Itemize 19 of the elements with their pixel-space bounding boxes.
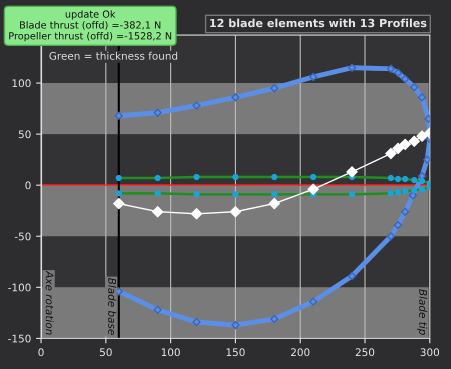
y-tick-label: 50	[18, 130, 31, 138]
x-tick-label: 150	[226, 348, 245, 356]
x-tick-label: 50	[100, 348, 112, 356]
annotation: Green = thickness found	[49, 52, 178, 60]
y-tick-label: 0	[25, 181, 31, 190]
y-tick-label: -150	[8, 334, 31, 342]
ref-line-label: Blade tip	[417, 289, 428, 335]
y-tick-label: -100	[8, 284, 31, 292]
x-tick-label: 250	[356, 348, 374, 356]
y-tick-label: -50	[14, 232, 31, 240]
annotation: update Ok Blade thrust (offd) =-382,1 N Propeller thrust (offd) =-1528,2 N	[9, 10, 172, 42]
chart-title: 12 blade elements with 13 Profiles	[210, 18, 426, 28]
y-tick-label: 100	[12, 79, 31, 88]
ref-line-label: Axe rotation	[46, 270, 54, 335]
x-tick-label: 200	[291, 348, 310, 356]
x-tick-label: 300	[420, 348, 440, 356]
ref-line-label: Blade base	[108, 278, 116, 335]
x-tick-label: 0	[38, 348, 44, 356]
x-tick-label: 100	[162, 348, 180, 356]
